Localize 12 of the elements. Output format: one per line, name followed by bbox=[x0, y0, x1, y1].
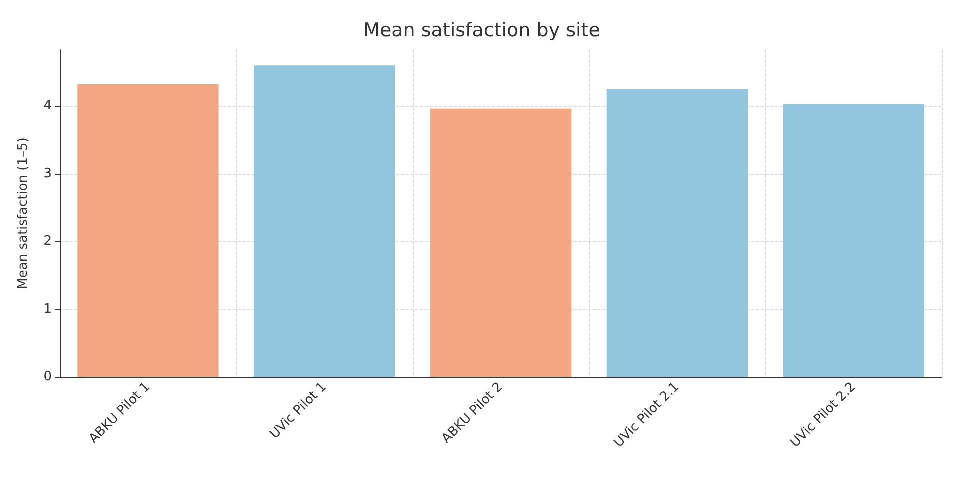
chart-title: Mean satisfaction by site bbox=[364, 20, 600, 42]
bar bbox=[430, 108, 572, 377]
y-tick-label: 4 bbox=[44, 98, 52, 114]
y-axis-title: Mean satisfaction (1–5) bbox=[16, 138, 31, 290]
y-tick-label: 0 bbox=[44, 370, 52, 384]
bar bbox=[254, 66, 396, 377]
y-tick-label: 1 bbox=[44, 302, 52, 317]
y-tick-label: 3 bbox=[44, 166, 52, 182]
bar bbox=[606, 89, 748, 377]
bar bbox=[78, 84, 219, 377]
y-tick-label: 2 bbox=[44, 234, 52, 250]
bar bbox=[783, 104, 924, 377]
